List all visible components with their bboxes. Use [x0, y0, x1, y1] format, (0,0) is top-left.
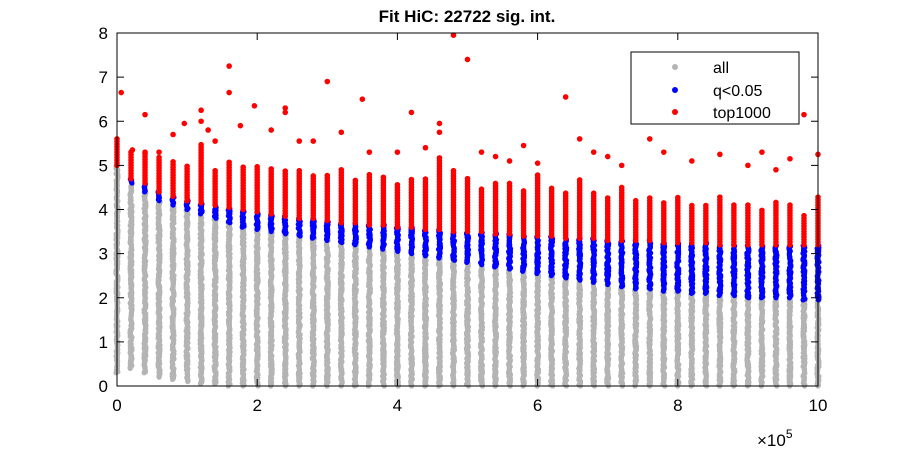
point-top1000	[156, 154, 162, 161]
point-top1000	[170, 159, 176, 165]
point-top1000	[450, 167, 457, 174]
point-top1000	[380, 174, 387, 181]
point-top1000	[422, 176, 429, 182]
point-top1000	[184, 163, 190, 170]
point-top1000	[240, 164, 246, 170]
point-top1000	[338, 166, 345, 173]
point-top1000	[254, 163, 260, 170]
point-top1000	[198, 141, 204, 148]
points-layer	[113, 32, 822, 389]
point-top1000	[352, 177, 359, 184]
point-top1000	[296, 167, 303, 174]
point-top1000	[366, 171, 373, 178]
point-top1000	[212, 167, 218, 174]
chart-title: Fit HiC: 22722 sig. int.	[379, 7, 556, 26]
point-top1000	[268, 166, 275, 172]
point-top1000	[394, 181, 401, 188]
point-top1000	[436, 155, 443, 161]
point-top1000	[324, 172, 331, 179]
point-top1000	[310, 173, 317, 179]
point-top1000	[408, 176, 415, 183]
point-top1000	[226, 159, 232, 166]
point-top1000	[282, 168, 289, 174]
